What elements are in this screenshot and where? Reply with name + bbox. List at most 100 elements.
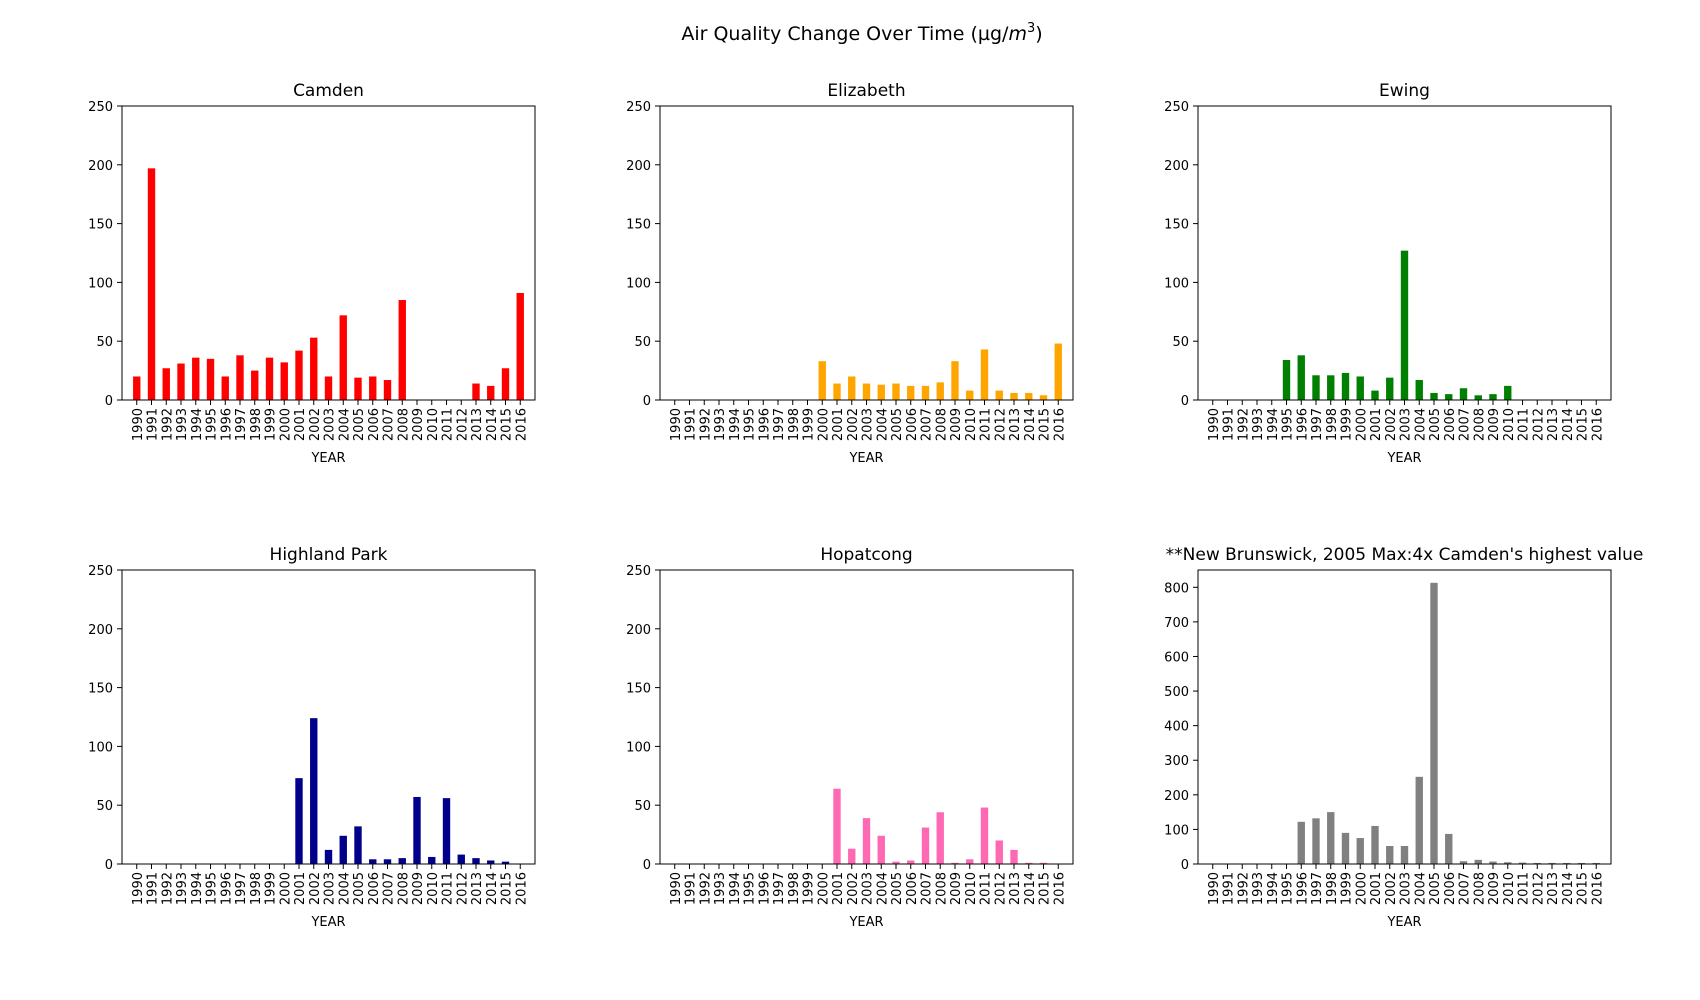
bar [487,385,495,400]
x-tick-label: 1993 [175,872,190,905]
x-tick-label: 2010 [1502,408,1517,441]
bar [221,376,229,400]
bar [1548,862,1556,864]
x-tick-label: 1992 [698,408,713,441]
x-tick-label: 2010 [964,872,979,905]
y-tick-label: 500 [1164,685,1189,700]
x-tick-label: 1999 [802,872,817,905]
x-tick-label: 2005 [1428,872,1443,905]
x-tick-label: 2014 [485,872,500,905]
x-tick-label: 1999 [802,408,817,441]
y-tick-label: 150 [626,218,651,233]
x-tick-label: 1996 [757,872,772,905]
bar [236,355,244,400]
bar [1297,355,1305,400]
x-tick-label: 2015 [1038,872,1053,905]
subplot-title: Camden [293,81,364,101]
bar [516,292,524,400]
x-tick-label: 2011 [1517,408,1532,441]
x-tick-label: 1997 [234,872,249,905]
bar [848,848,856,864]
x-tick-label: 1998 [249,872,264,905]
x-tick-label: 2011 [441,408,456,441]
bar [472,383,480,400]
bar [1386,846,1394,864]
bar [354,377,362,400]
x-tick-label: 2011 [979,872,994,905]
bar [1504,862,1512,864]
bar [892,861,900,864]
x-tick-label: 2005 [1428,408,1443,441]
x-tick-label: 2004 [337,408,352,441]
x-tick-label: 2012 [1531,408,1546,441]
x-tick-label: 1997 [1310,408,1325,441]
bar [966,859,974,864]
bar [877,384,885,400]
x-tick-label: 2000 [816,408,831,441]
bar [162,368,170,400]
figure-title: Air Quality Change Over Time (µg/m3) [681,21,1042,45]
x-tick-label: 2002 [308,872,323,905]
x-tick-label: 2009 [949,872,964,905]
x-tick-label: 2010 [964,408,979,441]
bar [1039,862,1048,864]
bar [310,337,318,400]
bar [1297,821,1305,864]
x-tick-label: 2002 [1384,408,1399,441]
x-tick-label: 1995 [205,408,220,441]
bar [980,349,989,400]
bar [1312,818,1320,864]
x-tick-label: 2012 [455,872,470,905]
x-tick-label: 2011 [441,872,456,905]
x-tick-label: 2015 [500,408,515,441]
x-tick-label: 2003 [323,872,338,905]
bar [1356,838,1364,864]
bar [1430,582,1438,864]
x-tick-label: 2003 [861,408,876,441]
x-tick-label: 1995 [743,872,758,905]
bar [1592,862,1600,864]
bar [369,859,377,864]
y-tick-label: 250 [626,564,651,579]
x-tick-label: 1991 [1222,408,1237,441]
y-tick-label: 200 [626,159,651,174]
bar [1563,862,1571,864]
bar [295,778,303,864]
x-tick-label: 2001 [1369,872,1384,905]
x-tick-label: 2008 [934,408,949,441]
x-tick-label: 2009 [411,408,426,441]
bar [1356,376,1364,400]
x-tick-label: 2010 [426,872,441,905]
bar [1430,392,1438,400]
bar [354,826,362,864]
bar [428,856,436,864]
bar [936,812,944,864]
x-tick-label: 2005 [352,408,367,441]
x-tick-label: 2009 [411,872,426,905]
x-tick-label: 1992 [160,872,175,905]
x-tick-label: 1995 [1281,408,1296,441]
y-tick-label: 150 [626,682,651,697]
x-tick-label: 2006 [1443,408,1458,441]
bar [1327,812,1335,864]
x-tick-label: 1994 [1266,872,1281,905]
y-tick-label: 400 [1164,720,1189,735]
bar [383,859,392,864]
y-tick-label: 0 [643,858,651,873]
y-tick-label: 800 [1164,581,1189,596]
bar [1474,395,1482,400]
bar [177,363,185,400]
bar [398,300,406,400]
x-tick-label: 2001 [1369,408,1384,441]
bar [324,376,333,400]
x-tick-label: 1999 [264,872,279,905]
y-tick-label: 50 [634,335,651,350]
x-tick-label: 1995 [1281,872,1296,905]
x-tick-label: 2014 [485,408,500,441]
x-tick-label: 1996 [1295,872,1310,905]
bar [1489,394,1497,400]
bar [1386,377,1394,400]
bar [192,357,200,400]
